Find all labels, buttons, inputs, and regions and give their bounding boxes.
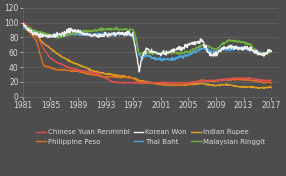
Korean Won bbox=[21, 23, 25, 25]
Chinese Yuan Renminbi bbox=[213, 80, 216, 82]
Chinese Yuan Renminbi bbox=[249, 77, 252, 79]
Thai Baht bbox=[249, 49, 253, 51]
Philippine Peso bbox=[213, 81, 216, 83]
Line: Malaysian Ringgit: Malaysian Ringgit bbox=[23, 25, 271, 57]
Korean Won bbox=[249, 46, 253, 48]
Philippine Peso bbox=[252, 80, 255, 82]
Philippine Peso bbox=[85, 72, 88, 74]
Thai Baht bbox=[86, 35, 89, 37]
Indian Rupee bbox=[21, 26, 25, 28]
Malaysian Ringgit bbox=[262, 56, 266, 58]
Philippine Peso bbox=[57, 69, 60, 71]
Thai Baht bbox=[151, 57, 154, 59]
Philippine Peso bbox=[151, 83, 154, 85]
Line: Chinese Yuan Renminbi: Chinese Yuan Renminbi bbox=[23, 22, 271, 83]
Thai Baht bbox=[22, 25, 25, 27]
Malaysian Ringgit bbox=[151, 53, 154, 55]
Chinese Yuan Renminbi bbox=[252, 78, 255, 80]
Indian Rupee bbox=[269, 87, 273, 89]
Indian Rupee bbox=[249, 86, 252, 88]
Chinese Yuan Renminbi bbox=[21, 21, 25, 23]
Line: Thai Baht: Thai Baht bbox=[23, 26, 271, 61]
Thai Baht bbox=[160, 60, 163, 62]
Indian Rupee bbox=[213, 85, 216, 87]
Thai Baht bbox=[57, 35, 61, 37]
Malaysian Ringgit bbox=[249, 44, 252, 46]
Korean Won bbox=[86, 32, 89, 34]
Chinese Yuan Renminbi bbox=[151, 82, 154, 84]
Thai Baht bbox=[21, 26, 25, 28]
Legend: Chinese Yuan Renminbi, Philippine Peso, Korean Won, Thai Baht, Indian Rupee, Mal: Chinese Yuan Renminbi, Philippine Peso, … bbox=[36, 129, 265, 145]
Line: Korean Won: Korean Won bbox=[23, 24, 271, 72]
Korean Won bbox=[21, 24, 25, 26]
Chinese Yuan Renminbi bbox=[85, 71, 88, 73]
Indian Rupee bbox=[86, 67, 89, 70]
Thai Baht bbox=[252, 51, 256, 53]
Malaysian Ringgit bbox=[21, 24, 25, 27]
Malaysian Ringgit bbox=[21, 24, 25, 26]
Philippine Peso bbox=[249, 79, 252, 81]
Line: Philippine Peso: Philippine Peso bbox=[23, 26, 271, 86]
Korean Won bbox=[57, 33, 61, 35]
Philippine Peso bbox=[269, 82, 273, 84]
Indian Rupee bbox=[21, 26, 25, 28]
Malaysian Ringgit bbox=[57, 36, 61, 38]
Chinese Yuan Renminbi bbox=[57, 62, 60, 65]
Indian Rupee bbox=[257, 87, 260, 90]
Malaysian Ringgit bbox=[252, 47, 255, 49]
Indian Rupee bbox=[252, 86, 255, 88]
Line: Indian Rupee: Indian Rupee bbox=[23, 27, 271, 89]
Malaysian Ringgit bbox=[269, 51, 273, 53]
Thai Baht bbox=[269, 51, 273, 53]
Indian Rupee bbox=[57, 54, 61, 56]
Korean Won bbox=[138, 71, 141, 73]
Indian Rupee bbox=[151, 82, 154, 84]
Korean Won bbox=[252, 49, 256, 51]
Philippine Peso bbox=[21, 25, 25, 27]
Chinese Yuan Renminbi bbox=[269, 79, 273, 81]
Korean Won bbox=[152, 51, 155, 53]
Korean Won bbox=[269, 50, 273, 52]
Malaysian Ringgit bbox=[86, 30, 89, 32]
Thai Baht bbox=[213, 52, 217, 54]
Malaysian Ringgit bbox=[213, 48, 216, 50]
Korean Won bbox=[213, 54, 217, 56]
Philippine Peso bbox=[181, 85, 184, 87]
Chinese Yuan Renminbi bbox=[137, 82, 141, 84]
